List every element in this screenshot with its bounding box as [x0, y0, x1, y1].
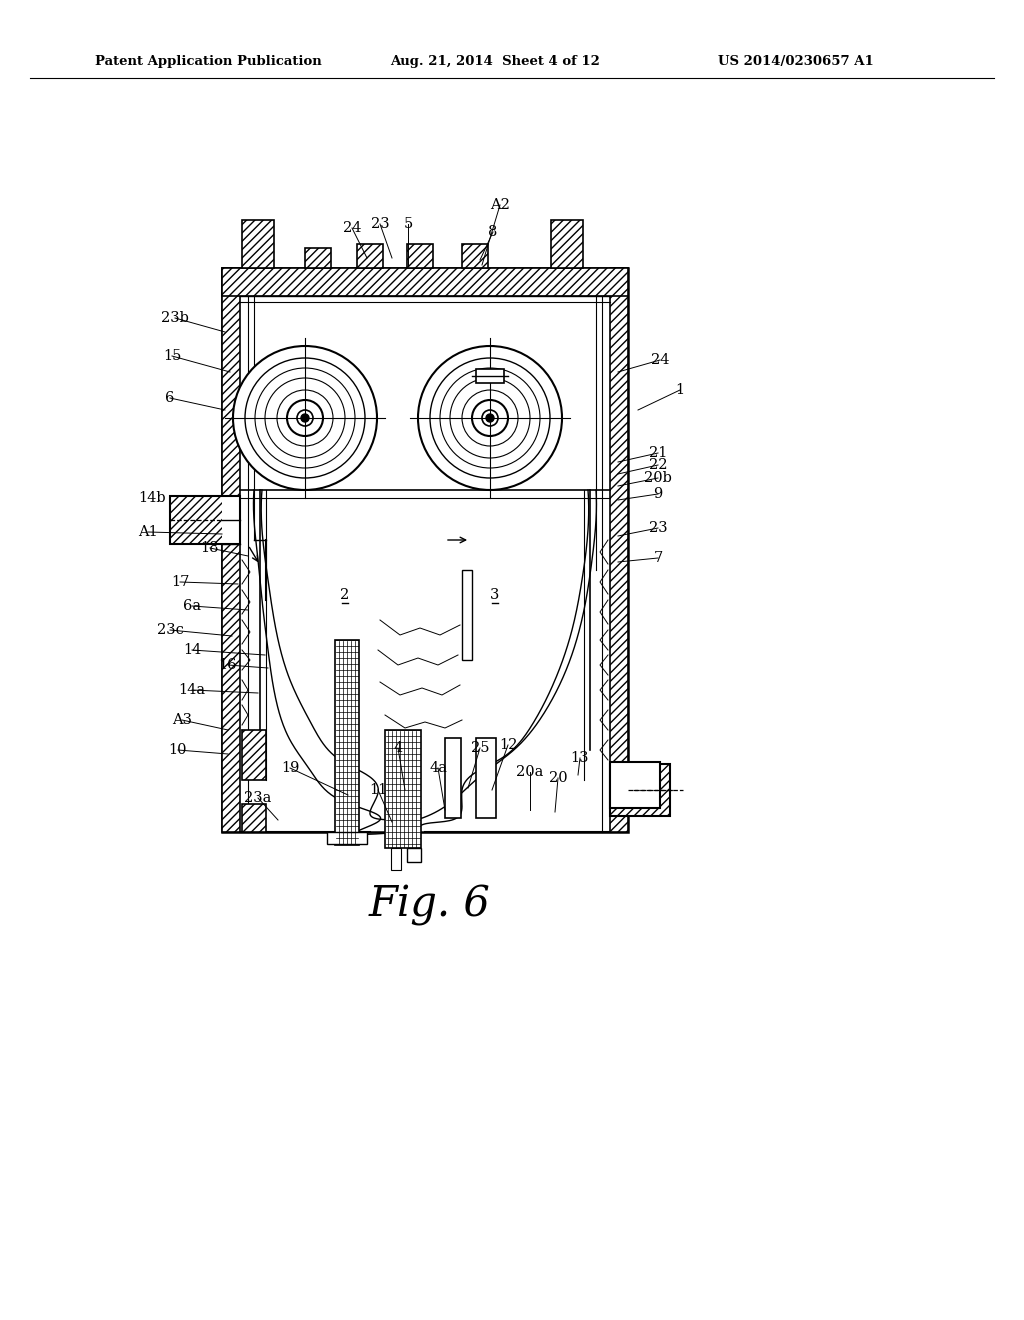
- Circle shape: [450, 378, 530, 458]
- Circle shape: [265, 378, 345, 458]
- Text: Patent Application Publication: Patent Application Publication: [95, 55, 322, 69]
- Text: 14b: 14b: [138, 491, 166, 506]
- Text: 14a: 14a: [178, 682, 206, 697]
- Text: 14: 14: [183, 643, 201, 657]
- Text: 25: 25: [471, 741, 489, 755]
- Text: 4: 4: [393, 741, 402, 755]
- Bar: [357, 244, 383, 268]
- Text: 19: 19: [281, 762, 299, 775]
- Text: 13: 13: [570, 751, 589, 766]
- Circle shape: [301, 414, 309, 422]
- Text: A1: A1: [138, 525, 158, 539]
- Text: 20: 20: [549, 771, 567, 785]
- Circle shape: [472, 400, 508, 436]
- Bar: [610, 268, 628, 832]
- Circle shape: [278, 389, 333, 446]
- Text: 12: 12: [499, 738, 517, 752]
- Text: 23: 23: [648, 521, 668, 535]
- Text: 6: 6: [165, 391, 175, 405]
- Text: A3: A3: [172, 713, 193, 727]
- Bar: [551, 220, 583, 268]
- Bar: [445, 738, 461, 818]
- Text: 23: 23: [371, 216, 389, 231]
- Bar: [407, 244, 433, 268]
- Text: 9: 9: [653, 487, 663, 502]
- Text: 18: 18: [201, 541, 219, 554]
- Text: 1: 1: [676, 383, 685, 397]
- Text: 8: 8: [488, 224, 498, 239]
- Text: 21: 21: [649, 446, 668, 459]
- Bar: [610, 762, 660, 808]
- Text: 6a: 6a: [183, 599, 201, 612]
- Text: 22: 22: [649, 458, 668, 473]
- Text: Fig. 6: Fig. 6: [369, 884, 490, 927]
- Circle shape: [462, 389, 518, 446]
- Text: 7: 7: [653, 550, 663, 565]
- Bar: [462, 244, 488, 268]
- Text: 4a: 4a: [429, 762, 447, 775]
- Bar: [305, 248, 331, 268]
- Circle shape: [245, 358, 365, 478]
- Bar: [170, 496, 222, 544]
- Text: 17: 17: [171, 576, 189, 589]
- Text: 16: 16: [219, 657, 238, 672]
- Bar: [242, 220, 274, 268]
- Text: 10: 10: [169, 743, 187, 756]
- Bar: [610, 764, 670, 816]
- Bar: [462, 570, 472, 660]
- Text: US 2014/0230657 A1: US 2014/0230657 A1: [718, 55, 873, 69]
- Circle shape: [418, 346, 562, 490]
- Bar: [610, 764, 670, 816]
- Bar: [242, 804, 266, 832]
- Text: 5: 5: [403, 216, 413, 231]
- Text: 2: 2: [340, 587, 349, 602]
- Bar: [327, 832, 367, 843]
- Circle shape: [482, 411, 498, 426]
- Bar: [476, 738, 496, 818]
- Bar: [242, 220, 274, 268]
- Bar: [305, 248, 331, 268]
- Text: 23c: 23c: [157, 623, 183, 638]
- Bar: [222, 268, 240, 832]
- Text: A2: A2: [490, 198, 510, 213]
- Text: 15: 15: [163, 348, 181, 363]
- Text: Aug. 21, 2014  Sheet 4 of 12: Aug. 21, 2014 Sheet 4 of 12: [390, 55, 600, 69]
- Bar: [385, 730, 421, 847]
- Bar: [242, 804, 266, 832]
- FancyBboxPatch shape: [407, 847, 421, 862]
- Bar: [357, 244, 383, 268]
- Bar: [242, 730, 266, 780]
- Text: 23a: 23a: [245, 791, 271, 805]
- Circle shape: [440, 368, 540, 469]
- Bar: [391, 847, 401, 870]
- Circle shape: [233, 346, 377, 490]
- Bar: [222, 268, 628, 296]
- Text: 3: 3: [490, 587, 500, 602]
- Bar: [476, 370, 504, 383]
- Text: 11: 11: [369, 783, 387, 797]
- Circle shape: [486, 414, 494, 422]
- Text: 24: 24: [343, 220, 361, 235]
- Bar: [407, 244, 433, 268]
- Circle shape: [287, 400, 323, 436]
- Bar: [170, 496, 240, 544]
- Bar: [335, 640, 359, 845]
- Text: 20b: 20b: [644, 471, 672, 484]
- Text: 24: 24: [650, 352, 670, 367]
- Bar: [610, 268, 628, 832]
- Bar: [551, 220, 583, 268]
- Bar: [462, 244, 488, 268]
- Text: 23b: 23b: [161, 312, 189, 325]
- Text: 20a: 20a: [516, 766, 544, 779]
- Circle shape: [430, 358, 550, 478]
- Circle shape: [255, 368, 355, 469]
- Bar: [242, 730, 266, 780]
- Circle shape: [297, 411, 313, 426]
- Bar: [222, 268, 240, 832]
- Bar: [222, 268, 628, 296]
- Bar: [222, 268, 628, 832]
